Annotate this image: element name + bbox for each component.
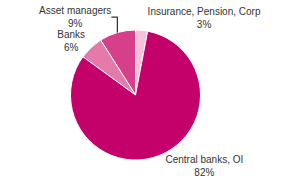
svg-text:Banks6%: Banks6% [57,29,85,53]
svg-text:Asset managers9%: Asset managers9% [39,5,111,29]
svg-text:Central banks, OI82%: Central banks, OI82% [165,154,243,178]
svg-text:Insurance, Pension, Corp3%: Insurance, Pension, Corp3% [148,6,261,30]
